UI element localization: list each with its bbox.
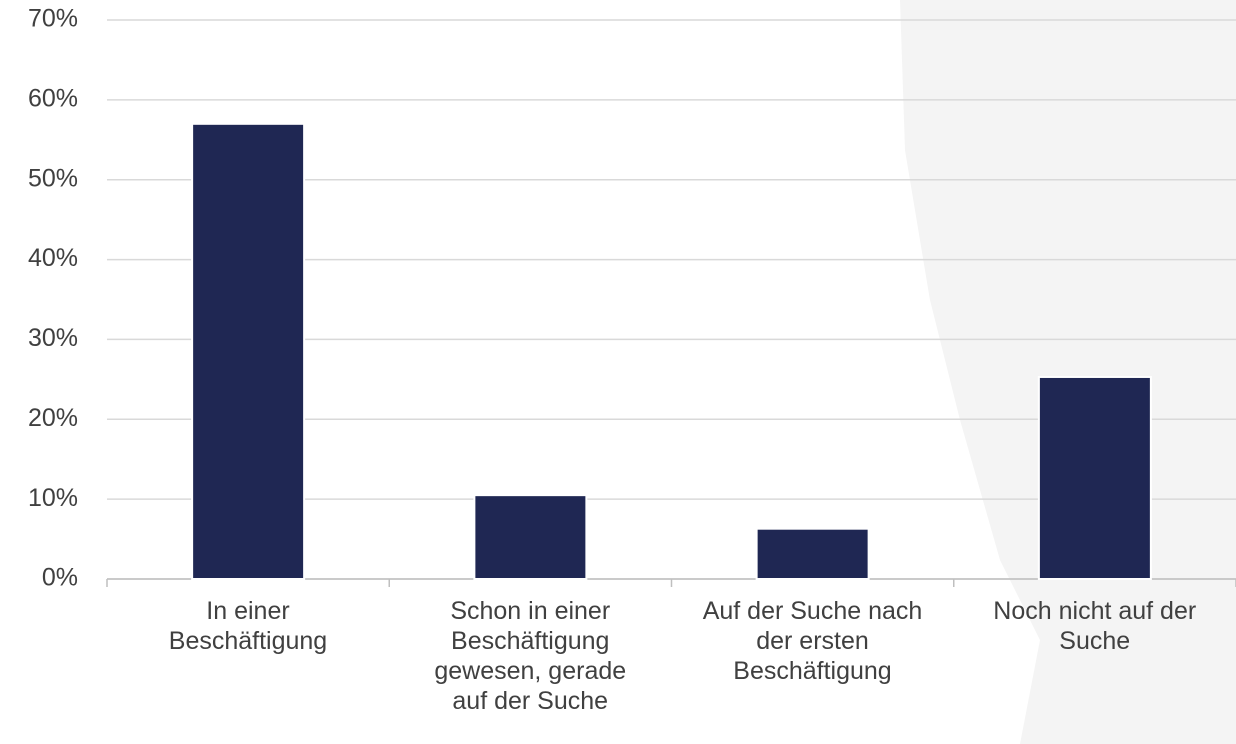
x-tick-label: In einer Beschäftigung (168, 597, 328, 655)
y-tick-label: 40% (28, 244, 78, 272)
x-tick-label: Noch nicht auf der Suche (993, 597, 1197, 655)
y-tick-label: 0% (42, 564, 78, 592)
y-tick-label: 30% (28, 324, 78, 352)
bar (1037, 375, 1152, 580)
y-tick-label: 10% (28, 484, 78, 512)
bar (191, 122, 306, 580)
x-tick-label: Auf der Suche nach der ersten Beschäftig… (702, 597, 923, 685)
y-tick-label: 50% (28, 164, 78, 192)
bar (473, 494, 588, 580)
bar (755, 527, 870, 581)
y-tick-label: 70% (28, 5, 78, 33)
background-map (900, 0, 1236, 744)
x-tick-label: Schon in einer Beschäftigung gewesen, ge… (434, 597, 627, 715)
y-tick-label: 20% (28, 404, 78, 432)
y-tick-label: 60% (28, 84, 78, 112)
